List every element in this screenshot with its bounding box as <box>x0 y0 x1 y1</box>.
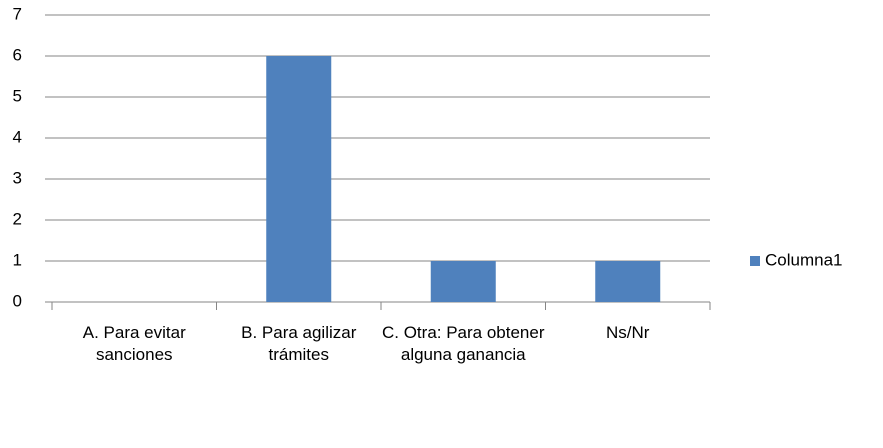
x-tick-label: C. Otra: Para obtener alguna ganancia <box>381 323 545 365</box>
x-tick-label-box: C. Otra: Para obtener alguna ganancia <box>381 323 545 365</box>
y-tick-label: 5 <box>13 86 22 105</box>
y-tick-label: 7 <box>13 4 22 23</box>
bar <box>595 261 661 302</box>
x-tick-label: Ns/Nr <box>606 323 650 342</box>
y-tick-label: 2 <box>13 209 22 228</box>
x-tick-label: A. Para evitar sanciones <box>82 323 186 365</box>
x-tick-label-box: Ns/Nr <box>606 323 650 342</box>
x-tick-label-box: B. Para agilizar trámites <box>241 323 357 365</box>
legend-label: Columna1 <box>765 250 843 269</box>
y-tick-label: 4 <box>13 127 22 146</box>
bar <box>430 261 496 302</box>
x-tick-label-box: A. Para evitar sanciones <box>82 323 186 365</box>
legend-swatch <box>750 256 760 266</box>
y-tick-label: 3 <box>13 168 22 187</box>
bar <box>266 56 332 302</box>
x-tick-label: B. Para agilizar trámites <box>241 323 357 365</box>
y-tick-label: 1 <box>13 250 22 269</box>
y-tick-label: 0 <box>13 291 22 310</box>
y-tick-label: 6 <box>13 45 22 64</box>
